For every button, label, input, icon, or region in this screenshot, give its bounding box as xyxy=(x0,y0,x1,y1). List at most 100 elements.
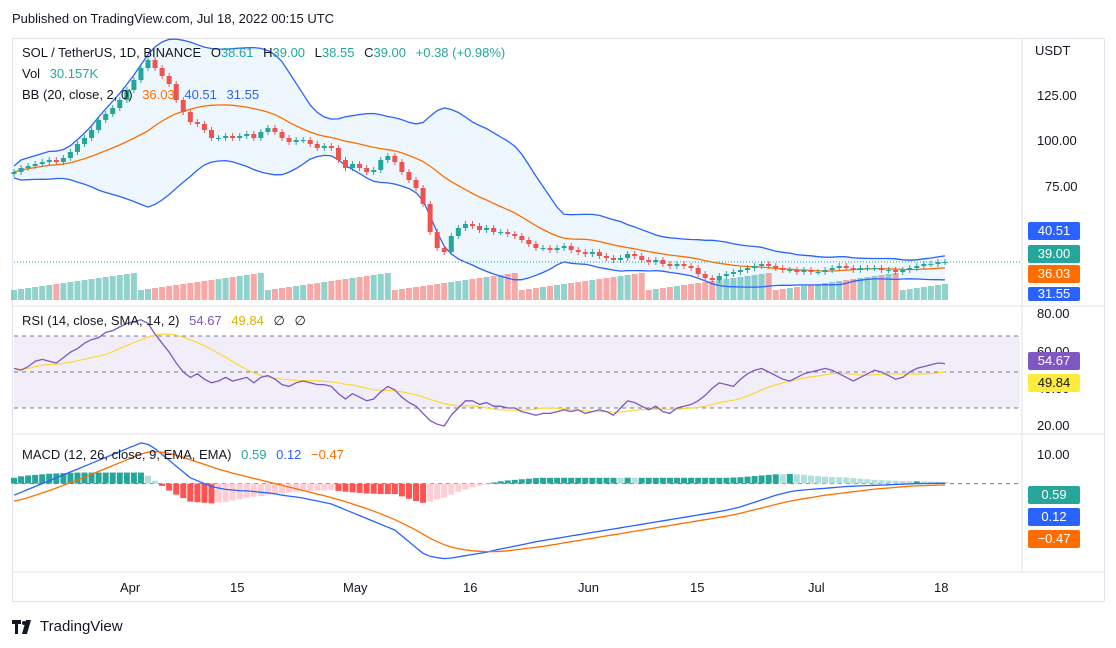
candle-body xyxy=(836,266,842,268)
volume-label[interactable]: Vol xyxy=(22,66,41,81)
candle-body xyxy=(886,270,892,271)
macd-histogram-bar xyxy=(786,474,793,484)
volume-bar xyxy=(215,279,222,300)
candle-body xyxy=(730,272,736,274)
volume-bar xyxy=(885,274,892,300)
macd-histogram-bar xyxy=(307,483,314,491)
macd-histogram-bar xyxy=(109,472,116,484)
volume-bar xyxy=(497,275,504,300)
volume-bar xyxy=(652,289,659,300)
volume-bar xyxy=(913,288,920,300)
candle-body xyxy=(145,60,151,68)
macd-histogram-bar xyxy=(173,483,180,495)
volume-bar xyxy=(681,285,688,300)
macd-histogram-bar xyxy=(617,477,624,484)
symbol-name[interactable]: SOL / TetherUS, 1D, BINANCE xyxy=(22,45,202,60)
macd-histogram-bar xyxy=(716,477,723,484)
macd-label[interactable]: MACD (12, 26, close, 9, EMA, EMA) xyxy=(22,447,232,462)
chart-frame[interactable] xyxy=(12,38,1105,602)
volume-bar xyxy=(779,289,786,300)
candle-body xyxy=(695,268,701,274)
macd-histogram-bar xyxy=(370,483,377,494)
volume-bar xyxy=(864,277,871,300)
macd-histogram-bar xyxy=(356,483,363,493)
macd-histogram-bar xyxy=(257,483,264,496)
macd-histogram-bar xyxy=(758,475,765,484)
volume-bar xyxy=(180,284,187,300)
candle-body xyxy=(857,268,863,270)
macd-histogram-bar xyxy=(765,474,772,484)
volume-bar xyxy=(427,285,434,300)
candle-body xyxy=(540,248,546,249)
rsi-tick: 20.00 xyxy=(1037,418,1070,433)
volume-bar xyxy=(822,283,829,300)
rsi-label[interactable]: RSI (14, close, SMA, 14, 2) xyxy=(22,313,180,328)
volume-bar xyxy=(286,287,293,300)
candle-body xyxy=(293,140,299,142)
macd-histogram-bar xyxy=(53,473,60,484)
volume-bar xyxy=(927,286,934,300)
volume-bar xyxy=(349,278,356,300)
footer-brand[interactable]: TradingView xyxy=(12,618,123,635)
volume-bar xyxy=(201,281,208,300)
candle-body xyxy=(596,252,602,256)
time-tick: Jul xyxy=(808,580,825,595)
published-caption: Published on TradingView.com, Jul 18, 20… xyxy=(12,11,335,26)
candle-body xyxy=(646,260,652,262)
volume-bar xyxy=(568,283,575,300)
macd-histogram-bar xyxy=(469,483,476,488)
volume-bar xyxy=(899,290,906,300)
candle-body xyxy=(477,226,482,230)
macd-histogram-bar xyxy=(81,472,88,484)
ohlc-low: L38.55 xyxy=(314,45,355,60)
candle-body xyxy=(244,134,250,136)
macd-histogram-bar xyxy=(377,483,384,495)
candle-body xyxy=(787,270,793,271)
candle-body xyxy=(399,162,405,172)
volume-bar xyxy=(420,286,427,300)
macd-histogram-bar xyxy=(624,477,631,484)
candle-body xyxy=(420,188,426,204)
candle-body xyxy=(67,152,73,158)
volume-bar xyxy=(575,282,582,300)
macd-histogram-bar xyxy=(39,474,46,484)
macd-histogram-bar xyxy=(836,477,843,484)
volume-bar xyxy=(413,287,420,300)
candle-body xyxy=(392,156,398,162)
candle-body xyxy=(216,138,222,139)
macd-line xyxy=(13,442,945,560)
macd-histogram-bar xyxy=(490,482,497,484)
volume-bar xyxy=(695,283,702,300)
volume-bar xyxy=(603,278,610,300)
candle-body xyxy=(187,112,193,122)
macd-histogram-bar xyxy=(906,481,913,484)
candle-body xyxy=(138,68,144,80)
currency-label[interactable]: USDT xyxy=(1035,43,1071,58)
volume-bar xyxy=(208,280,215,300)
candle-body xyxy=(434,232,440,248)
volume-bar xyxy=(504,274,511,300)
volume-bar xyxy=(455,281,462,300)
macd-histogram-bar xyxy=(652,477,659,484)
macd-histogram-bar xyxy=(927,481,934,484)
macd-histogram-bar xyxy=(539,477,546,484)
volume-bar xyxy=(490,276,497,300)
macd-histogram-bar xyxy=(286,483,293,493)
macd-histogram-bar xyxy=(554,477,561,484)
macd-histogram-bar xyxy=(130,472,137,484)
candle-body xyxy=(780,268,786,270)
macd-histogram-bar xyxy=(293,483,300,492)
bb-label[interactable]: BB (20, close, 2, 0) xyxy=(22,87,133,102)
macd-histogram-bar xyxy=(793,474,800,484)
macd-histogram-bar xyxy=(264,483,271,495)
candle-body xyxy=(286,138,292,142)
bb-up-value: 40.51 xyxy=(184,87,217,102)
candle-body xyxy=(505,232,511,234)
volume-bar xyxy=(532,288,539,300)
volume-bar xyxy=(159,287,166,300)
volume-bar xyxy=(582,281,589,300)
macd-histogram-bar xyxy=(525,478,532,484)
candle-body xyxy=(716,276,722,280)
candle-body xyxy=(96,120,102,130)
